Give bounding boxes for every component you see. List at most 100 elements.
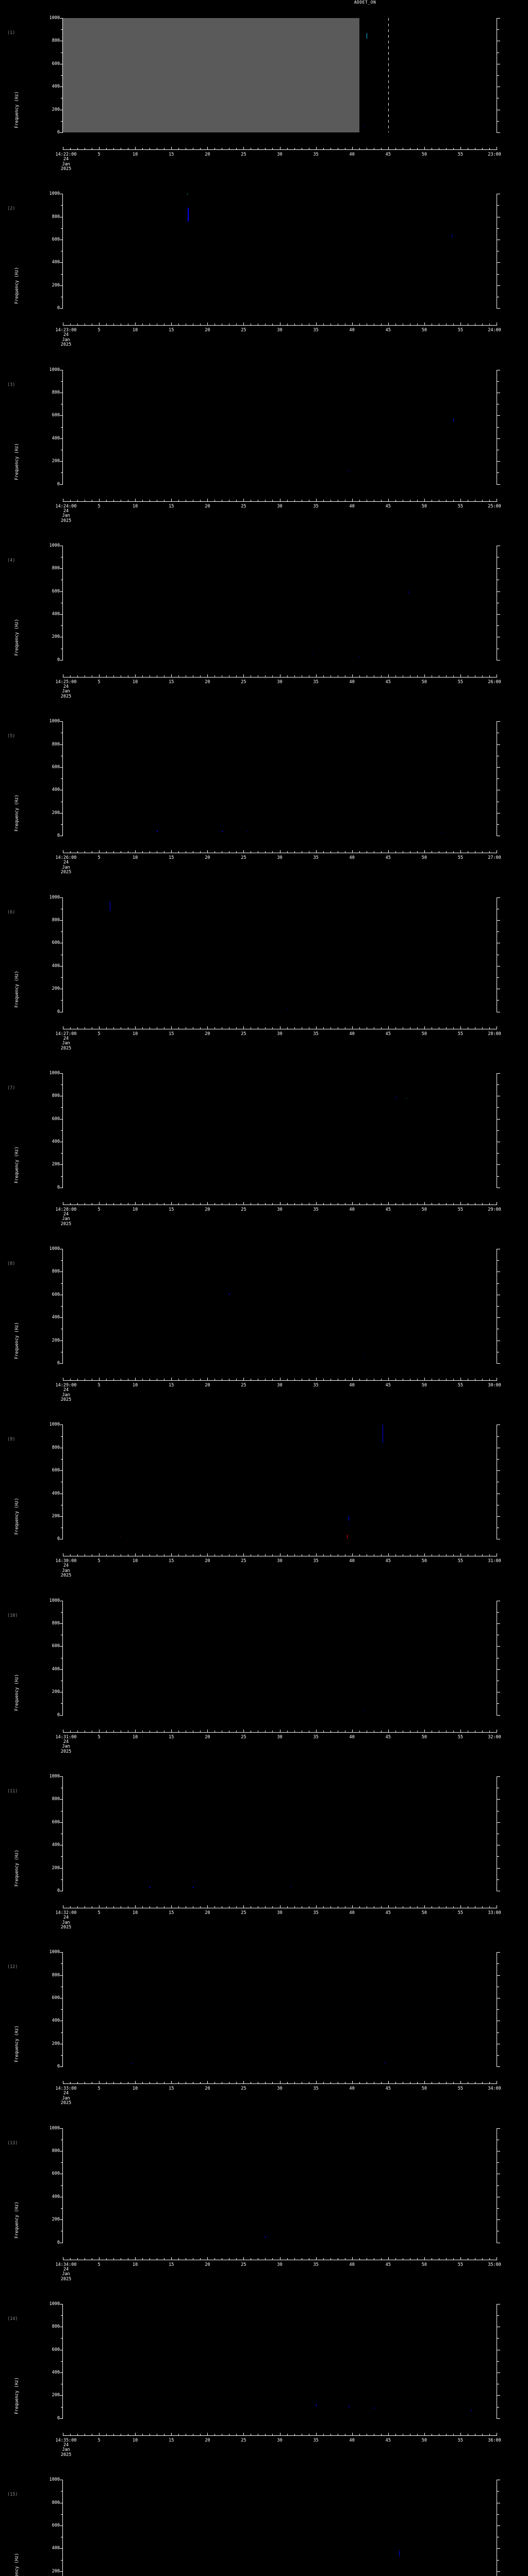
y-tick-major: [60, 415, 63, 416]
y-tick-label: 200: [52, 459, 60, 464]
x-tick-minor: [272, 2433, 273, 2435]
y-tick-label: 400: [52, 2546, 60, 2551]
x-tick-major: [171, 1378, 172, 1381]
y-tick-label: 200: [52, 1337, 60, 1343]
x-tick-major: [171, 850, 172, 853]
x-tick-label: 40: [349, 1383, 355, 1388]
x-tick-minor: [106, 324, 107, 326]
y-tick-major: [60, 1363, 63, 1364]
panel-index-label: (9): [7, 1437, 15, 1443]
x-tick-label: 45: [385, 679, 391, 685]
x-tick-major: [352, 147, 353, 149]
x-tick-label: 15: [169, 2086, 174, 2092]
x-tick-label: 5: [97, 1383, 101, 1388]
x-tick-minor: [200, 1202, 201, 1205]
x-tick-minor: [294, 2258, 295, 2260]
x-tick-major: [424, 1378, 425, 1381]
y-tick-label: 0: [57, 1536, 60, 1542]
y-tick-label: 800: [52, 2148, 60, 2154]
x-tick-minor: [214, 499, 216, 501]
x-tick-minor: [446, 1730, 447, 1732]
x-tick-minor: [446, 851, 447, 853]
x-tick-label: 15: [169, 152, 174, 157]
x-tick-major: [99, 2257, 100, 2260]
x-tick-major: [171, 1905, 172, 1908]
x-tick-minor: [453, 1027, 454, 1029]
y-tick-major: [60, 2395, 63, 2396]
x-tick-minor: [113, 324, 114, 326]
x-tick-minor: [236, 851, 237, 853]
y-tick-label: 200: [52, 634, 60, 640]
y-tick-label: 600: [52, 2347, 60, 2352]
x-tick-minor: [265, 1906, 266, 1908]
x-tick-major: [207, 674, 208, 677]
x-tick-minor: [214, 1027, 216, 1029]
x-tick-minor: [453, 1906, 454, 1908]
x-tick-minor: [381, 851, 382, 853]
x-tick-label: 50: [421, 1383, 427, 1388]
x-tick-minor: [359, 148, 360, 149]
x-tick-label-start: 14:27:00: [55, 1031, 77, 1037]
y-tick-label: 400: [52, 963, 60, 969]
x-tick-minor: [417, 2433, 418, 2435]
x-tick-minor: [417, 851, 418, 853]
x-tick-major: [352, 1201, 353, 1205]
x-tick-minor: [200, 1554, 201, 1556]
x-tick-label: 50: [421, 679, 427, 685]
x-tick-major: [388, 2432, 389, 2435]
x-tick-minor: [200, 1027, 201, 1029]
x-tick-minor: [482, 1027, 483, 1029]
y-tick-minor-right: [497, 1260, 499, 1261]
y-tick-major-right: [497, 1516, 500, 1517]
x-tick-minor: [178, 1027, 179, 1029]
y-tick-major: [60, 1822, 63, 1823]
y-tick-major-right: [497, 1715, 500, 1716]
x-tick-minor: [395, 499, 396, 501]
y-tick-minor: [61, 931, 63, 933]
spectrogram-panel: 0 200 400 600 800 1000 Frequency (Hz) (6) 14:27:…: [0, 886, 528, 1062]
x-tick-major: [424, 1729, 425, 1732]
y-tick-label: 200: [52, 107, 60, 112]
x-tick-minor: [236, 1027, 237, 1029]
x-tick-label: 50: [421, 152, 427, 157]
y-tick-major: [60, 1776, 63, 1777]
x-axis: [63, 1380, 497, 1381]
x-tick-minor: [482, 1730, 483, 1732]
x-tick-label: 30: [277, 1031, 283, 1037]
y-tick-major-right: [497, 1868, 500, 1869]
y-tick-major: [60, 2372, 63, 2374]
x-tick-minor: [200, 675, 201, 677]
y-tick-minor-right: [497, 1459, 499, 1460]
x-tick-major: [207, 1201, 208, 1205]
spectrogram-panel: 0 200 400 600 800 1000 Frequency (Hz) (2) 14:23:…: [0, 182, 528, 358]
y-tick-major: [60, 1516, 63, 1517]
x-tick-major: [135, 498, 136, 501]
y-tick-label: 600: [52, 1819, 60, 1825]
y-tick-label: 400: [52, 787, 60, 793]
y-tick-minor-right: [497, 1612, 499, 1613]
x-tick-minor: [294, 1730, 295, 1732]
x-tick-major: [424, 147, 425, 149]
x-tick-major: [135, 1729, 136, 1732]
x-tick-minor: [142, 324, 143, 326]
x-tick-major: [243, 2081, 244, 2084]
x-tick-minor: [106, 1554, 107, 1556]
y-tick-major-right: [497, 1470, 500, 1471]
date-line: 24: [63, 1387, 69, 1393]
x-tick-label: 15: [169, 1031, 174, 1037]
x-tick-major: [316, 2081, 317, 2084]
x-tick-minor: [236, 2433, 237, 2435]
x-tick-minor: [294, 1027, 295, 1029]
date-line: Jan: [62, 2447, 70, 2453]
detection-mark: [316, 2404, 317, 2406]
x-tick-major: [207, 2432, 208, 2435]
x-tick-major: [460, 1378, 461, 1381]
x-tick-minor: [113, 148, 114, 149]
date-line: 24: [63, 332, 69, 338]
x-tick-major: [207, 1378, 208, 1381]
x-tick-minor: [446, 1027, 447, 1029]
y-tick-label: 1000: [49, 1070, 60, 1076]
y-tick-major: [60, 1799, 63, 1800]
x-tick-minor: [482, 499, 483, 501]
y-tick-label: 1000: [49, 2301, 60, 2307]
